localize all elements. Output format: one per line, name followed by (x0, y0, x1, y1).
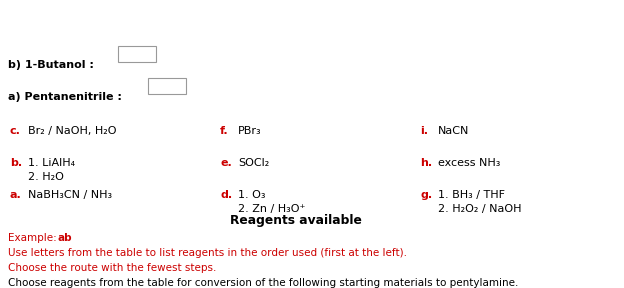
Bar (118, 46, 156, 62)
Text: Choose the route with the fewest steps.: Choose the route with the fewest steps. (8, 263, 217, 273)
Text: excess NH₃: excess NH₃ (438, 158, 500, 168)
Text: e.: e. (220, 158, 232, 168)
Text: Reagents available: Reagents available (230, 214, 362, 227)
Text: 2. H₂O₂ / NaOH: 2. H₂O₂ / NaOH (438, 204, 522, 214)
Text: f.: f. (220, 126, 228, 136)
Text: a) Pentanenitrile :: a) Pentanenitrile : (8, 92, 122, 102)
Text: 1. BH₃ / THF: 1. BH₃ / THF (438, 190, 505, 200)
Text: c.: c. (10, 126, 21, 136)
Bar (148, 78, 186, 94)
Text: g.: g. (420, 190, 432, 200)
Text: Choose reagents from the table for conversion of the following starting material: Choose reagents from the table for conve… (8, 278, 519, 288)
Text: NaBH₃CN / NH₃: NaBH₃CN / NH₃ (28, 190, 112, 200)
Text: Br₂ / NaOH, H₂O: Br₂ / NaOH, H₂O (28, 126, 117, 136)
Text: Example:: Example: (8, 233, 60, 243)
Text: 2. Zn / H₃O⁺: 2. Zn / H₃O⁺ (238, 204, 305, 214)
Text: b.: b. (10, 158, 22, 168)
Text: a.: a. (10, 190, 22, 200)
Text: SOCl₂: SOCl₂ (238, 158, 269, 168)
Text: 1. LiAlH₄: 1. LiAlH₄ (28, 158, 75, 168)
Text: b) 1-Butanol :: b) 1-Butanol : (8, 60, 94, 70)
Text: NaCN: NaCN (438, 126, 469, 136)
Text: i.: i. (420, 126, 428, 136)
Text: 2. H₂O: 2. H₂O (28, 172, 64, 182)
Text: h.: h. (420, 158, 432, 168)
Text: PBr₃: PBr₃ (238, 126, 261, 136)
Text: d.: d. (220, 190, 232, 200)
Text: 1. O₃: 1. O₃ (238, 190, 265, 200)
Text: ab: ab (57, 233, 72, 243)
Text: Use letters from the table to list reagents in the order used (first at the left: Use letters from the table to list reage… (8, 248, 407, 258)
